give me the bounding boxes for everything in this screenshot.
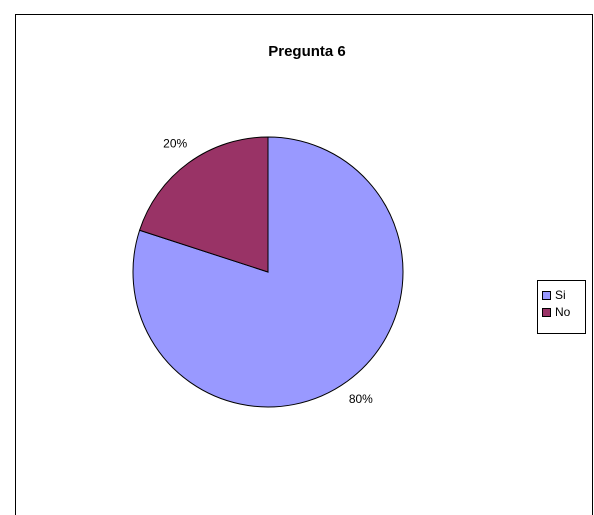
legend-box — [537, 280, 586, 334]
data-label: 80% — [349, 392, 373, 406]
legend-swatch — [542, 308, 551, 317]
legend-label: Si — [555, 288, 566, 302]
data-label: 20% — [163, 136, 187, 150]
legend-swatch — [542, 291, 551, 300]
chart-border — [15, 14, 593, 515]
pie-slice — [138, 136, 269, 273]
legend-label: No — [555, 305, 571, 319]
chart-title: Pregunta 6 — [268, 43, 346, 60]
